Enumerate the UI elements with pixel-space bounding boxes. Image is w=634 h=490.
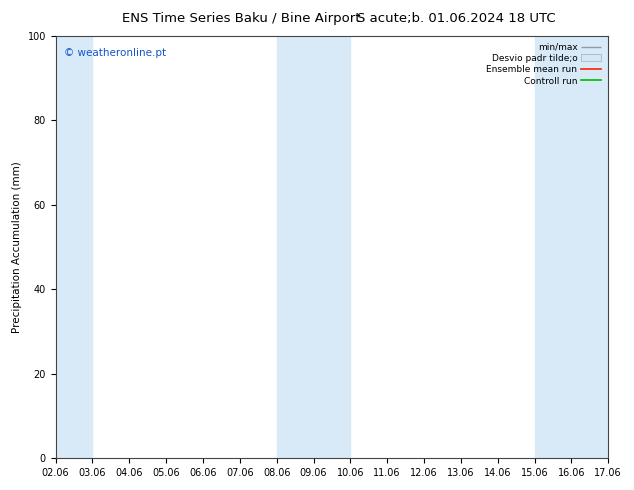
Y-axis label: Precipitation Accumulation (mm): Precipitation Accumulation (mm): [12, 161, 22, 333]
Bar: [56, 36, 93, 458]
Text: S acute;b. 01.06.2024 18 UTC: S acute;b. 01.06.2024 18 UTC: [357, 12, 556, 25]
Text: © weatheronline.pt: © weatheronline.pt: [64, 49, 166, 58]
Bar: [276, 36, 351, 458]
Bar: [534, 36, 608, 458]
Legend: min/max, Desvio padr tilde;o, Ensemble mean run, Controll run: min/max, Desvio padr tilde;o, Ensemble m…: [484, 40, 604, 88]
Text: ENS Time Series Baku / Bine Airport: ENS Time Series Baku / Bine Airport: [122, 12, 360, 25]
